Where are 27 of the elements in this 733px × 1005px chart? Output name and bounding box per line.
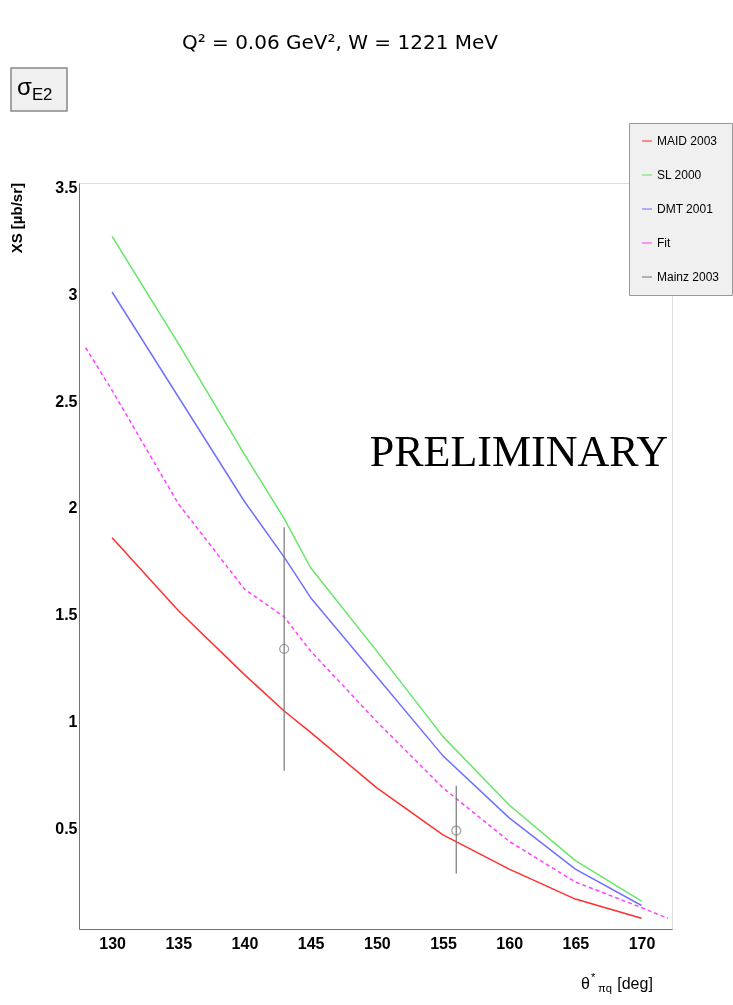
y-tick-label: 3 bbox=[68, 285, 78, 303]
line-series bbox=[84, 346, 669, 920]
x-tick-label: 150 bbox=[363, 934, 391, 952]
x-tick-label: 165 bbox=[562, 934, 590, 952]
x-axis-title: θ*πq [deg] bbox=[580, 970, 653, 994]
y-tick-label: 2 bbox=[68, 499, 78, 517]
legend-label: SL 2000 bbox=[657, 168, 702, 182]
legend-label: Fit bbox=[657, 236, 671, 250]
x-tick-label: 145 bbox=[297, 934, 325, 952]
y-axis-title: XS [µb/sr] bbox=[8, 183, 25, 254]
y-tick-label: 1 bbox=[68, 713, 78, 731]
x-tick-label: 140 bbox=[231, 934, 259, 952]
y-tick-label: 1.5 bbox=[55, 606, 78, 624]
legend-label: MAID 2003 bbox=[657, 134, 718, 148]
x-tick-label: 155 bbox=[430, 934, 457, 952]
y-tick-label: 2.5 bbox=[55, 392, 78, 410]
x-tick-label: 160 bbox=[496, 934, 524, 952]
line-series bbox=[111, 537, 643, 920]
x-tick-label: 130 bbox=[99, 934, 127, 952]
legend-label: DMT 2001 bbox=[657, 202, 714, 216]
chart-title: Q² = 0.06 GeV², W = 1221 MeV bbox=[181, 30, 499, 54]
annotation: PRELIMINARY bbox=[369, 427, 668, 476]
y-tick-label: 0.5 bbox=[55, 820, 78, 838]
x-tick-label: 135 bbox=[165, 934, 193, 952]
x-tick-label: 170 bbox=[628, 934, 656, 952]
y-tick-label: 3.5 bbox=[55, 178, 78, 196]
legend-label: Mainz 2003 bbox=[657, 270, 720, 284]
